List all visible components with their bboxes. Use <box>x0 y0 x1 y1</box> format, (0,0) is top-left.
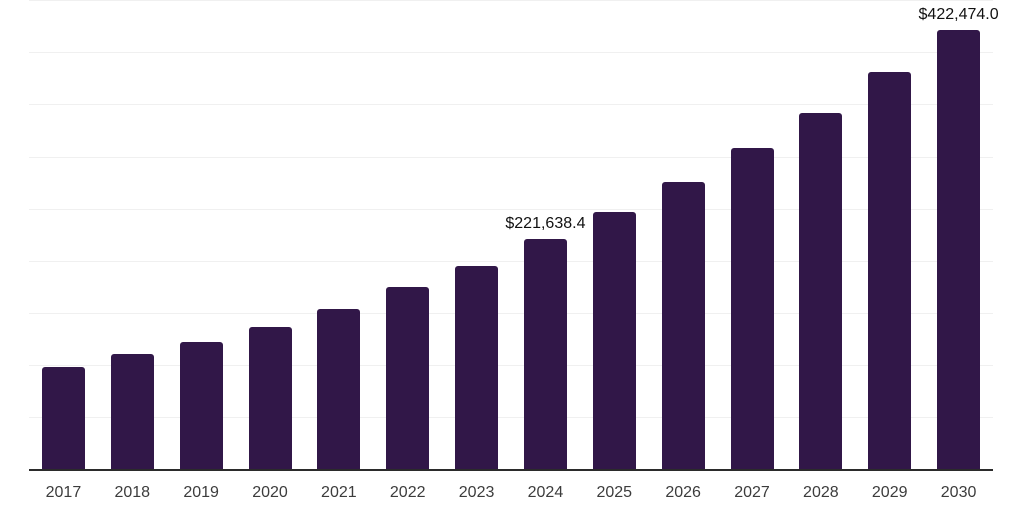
bar <box>592 211 636 470</box>
x-axis-label: 2030 <box>940 484 977 501</box>
bar <box>179 342 223 470</box>
x-axis-label: 2023 <box>458 484 495 501</box>
x-axis-label: 2028 <box>803 484 839 501</box>
x-axis-label: 2021 <box>321 484 357 501</box>
x-axis-label: 2022 <box>389 484 426 501</box>
gridline <box>29 52 993 54</box>
bar <box>248 327 292 470</box>
x-axis-label: 2027 <box>734 484 770 501</box>
value-label: $221,638.4 <box>505 214 586 232</box>
x-axis-label: 2020 <box>252 484 288 501</box>
x-axis: 2017 2018 2019 2020 2021 2022 2023 2024 2025 2026… <box>29 470 993 512</box>
x-axis-label: 2029 <box>871 484 908 501</box>
bar <box>868 71 912 470</box>
gridline <box>29 416 993 418</box>
x-axis-label: 2019 <box>183 484 219 501</box>
bar <box>661 181 705 470</box>
gridline <box>29 156 993 158</box>
bar <box>110 354 154 470</box>
bar <box>799 112 843 470</box>
bar <box>386 287 430 470</box>
bar <box>937 29 981 470</box>
bar <box>317 309 361 470</box>
plot-area: $221,638.4 $422,474.0 <box>29 0 999 471</box>
value-label: $422,474.0 <box>918 5 999 23</box>
x-axis-label: 2024 <box>527 484 564 501</box>
x-axis-line <box>29 469 993 471</box>
gridline <box>29 260 993 262</box>
x-axis-label: 2018 <box>114 484 151 501</box>
gridline <box>29 104 993 106</box>
bar <box>41 366 85 470</box>
x-axis-label: 2026 <box>665 484 701 501</box>
bar <box>523 239 567 470</box>
gridline <box>29 0 993 2</box>
bar <box>730 147 774 470</box>
gridline <box>29 364 993 366</box>
gridline <box>29 208 993 210</box>
x-axis-label: 2017 <box>45 484 82 501</box>
x-axis-label: 2025 <box>596 484 633 501</box>
gridline <box>29 312 993 314</box>
bar <box>455 265 499 470</box>
